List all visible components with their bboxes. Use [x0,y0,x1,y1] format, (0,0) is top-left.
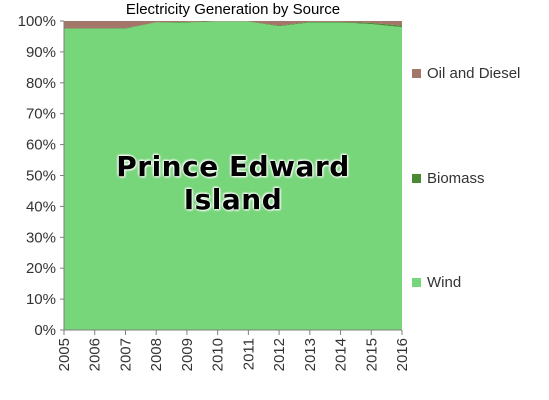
y-tick-label: 100% [18,13,56,30]
x-tick-label: 2006 [87,338,104,371]
legend-label-wind: Wind [427,273,462,291]
x-tick-label: 2010 [210,338,227,371]
y-tick-label: 10% [26,291,56,308]
y-tick-label: 0% [34,322,56,339]
x-tick-label: 2012 [271,338,288,371]
y-tick-label: 40% [26,198,56,215]
area-wind [64,21,402,331]
y-tick-label: 70% [26,106,56,123]
legend-label-oil-and-diesel: Oil and Diesel [427,64,521,82]
y-tick-label: 80% [26,75,56,92]
y-tick-label: 60% [26,137,56,154]
x-tick-label: 2008 [148,338,165,371]
x-tick-label: 2013 [302,338,319,371]
region-annotation: Prince Edward Island [116,150,350,216]
y-tick-label: 90% [26,44,56,61]
x-tick-label: 2015 [363,338,380,371]
legend-swatch-wind [412,277,421,287]
x-tick-label: 2007 [117,338,134,371]
chart-title: Electricity Generation by Source [125,1,341,18]
y-tick-label: 30% [26,229,56,246]
y-tick-label: 20% [26,260,56,277]
legend-label-biomass: Biomass [427,169,485,187]
x-tick-label: 2011 [240,338,257,370]
y-tick-label: 50% [26,168,56,185]
x-tick-label: 2009 [179,338,196,371]
x-tick-label: 2016 [394,338,411,371]
x-tick-label: 2005 [56,338,73,371]
legend-item-oil-and-diesel: Oil and Diesel [412,64,520,82]
legend-swatch-oil-and-diesel [412,68,421,78]
x-tick-label: 2014 [333,338,350,371]
legend-item-biomass: Biomass [412,169,485,187]
legend-item-wind: Wind [412,273,461,291]
legend-swatch-biomass [412,173,421,183]
area-oil-and-diesel [64,21,402,29]
